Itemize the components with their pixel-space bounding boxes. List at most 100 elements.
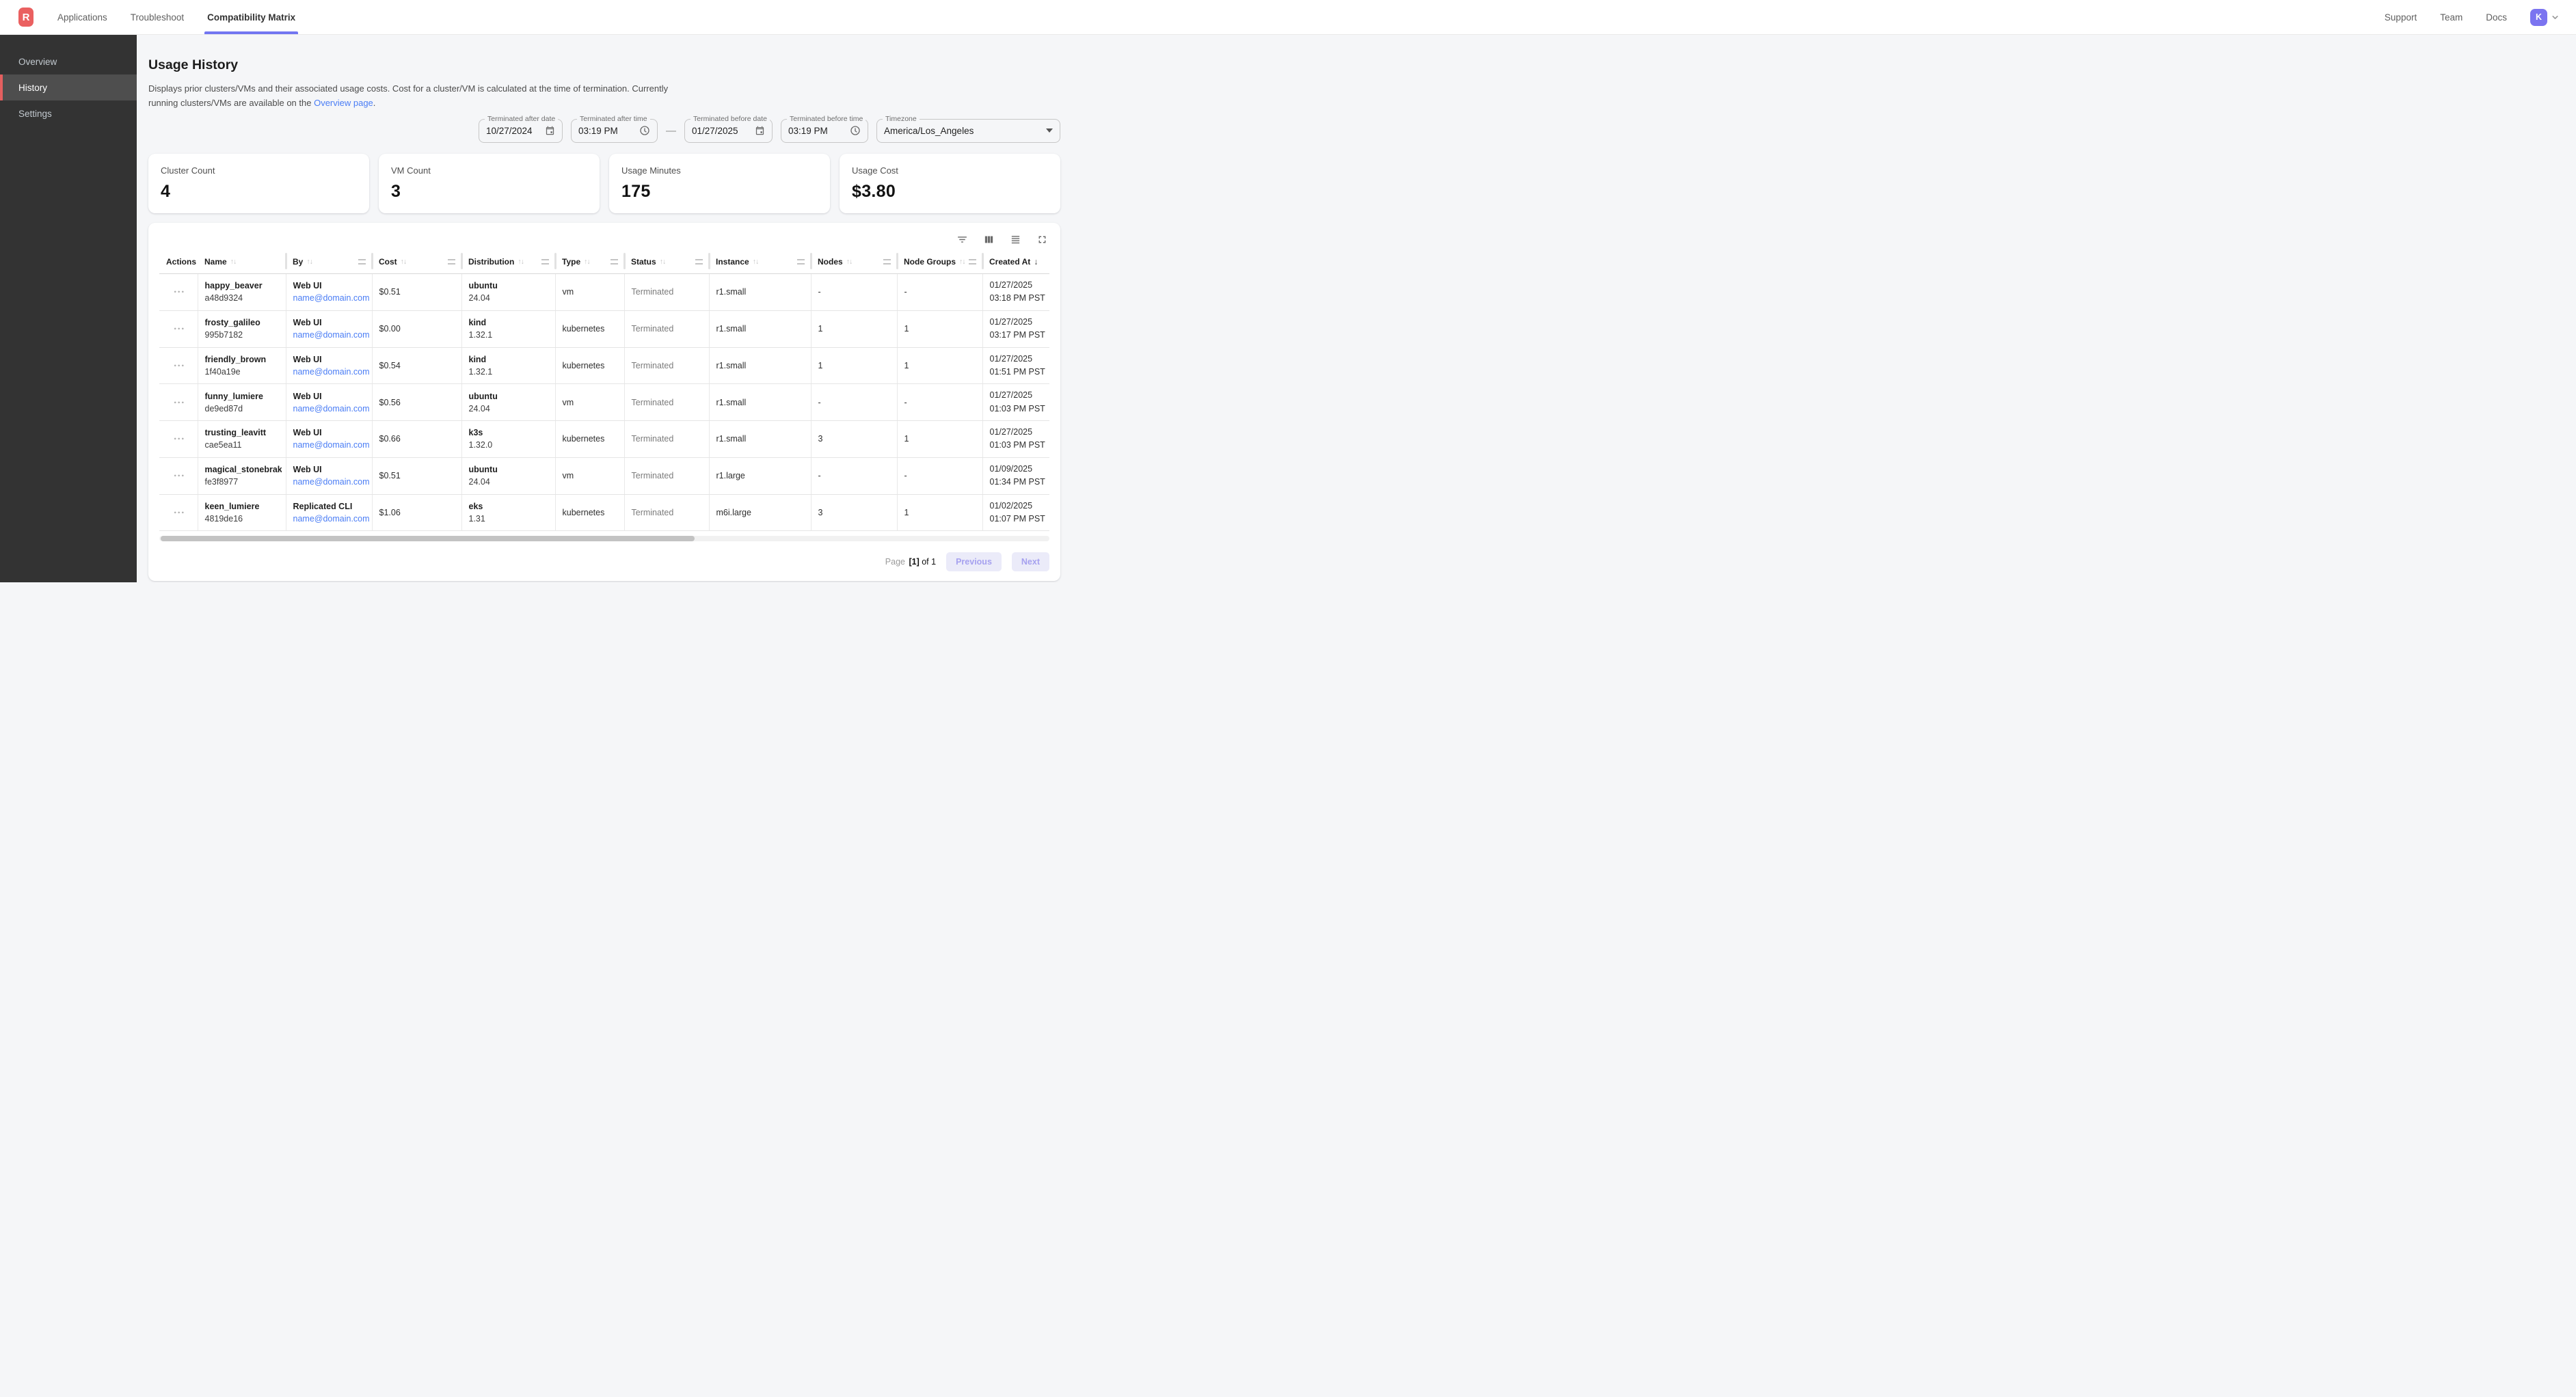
terminated-after-time-field[interactable]: Terminated after time 03:19 PM xyxy=(571,114,658,143)
sidebar-item-overview[interactable]: Overview xyxy=(18,56,57,67)
created-by-email-link[interactable]: name@domain.com xyxy=(293,366,370,377)
row-actions-button[interactable]: ●●● xyxy=(174,290,186,295)
avatar[interactable]: K xyxy=(2530,8,2547,26)
column-header-cost[interactable]: Cost ↑↓ xyxy=(371,250,461,275)
row-actions-button[interactable]: ●●● xyxy=(174,364,186,368)
filter-bar: Terminated after date 10/27/2024 Termina… xyxy=(148,114,1060,143)
user-menu[interactable]: K xyxy=(2530,8,2560,26)
column-menu-icon[interactable] xyxy=(611,259,618,265)
distribution-version: 1.32.1 xyxy=(468,330,493,340)
row-actions-button[interactable]: ●●● xyxy=(174,511,186,515)
column-header-distribution[interactable]: Distribution ↑↓ xyxy=(461,250,555,275)
nodes-value: - xyxy=(818,397,821,407)
cell-name: magical_stonebraker fe3f8977 xyxy=(197,457,286,495)
overview-page-link[interactable]: Overview page xyxy=(314,97,373,108)
cell-status: Terminated xyxy=(623,273,709,311)
row-actions-button[interactable]: ●●● xyxy=(174,327,186,331)
cell-actions: ●●● xyxy=(159,347,198,385)
clock-icon[interactable] xyxy=(639,125,650,136)
calendar-icon[interactable] xyxy=(545,125,555,136)
column-header-name[interactable]: Name ↑↓ xyxy=(198,250,286,275)
row-actions-button[interactable]: ●●● xyxy=(174,437,186,442)
timezone-select[interactable]: Timezone America/Los_Angeles xyxy=(876,114,1060,143)
terminated-before-date-field[interactable]: Terminated before date 01/27/2025 xyxy=(684,114,773,143)
column-menu-icon[interactable] xyxy=(883,259,891,265)
fullscreen-icon[interactable] xyxy=(1036,234,1048,245)
brand-logo[interactable]: R xyxy=(18,8,33,27)
dropdown-arrow-icon[interactable] xyxy=(1046,128,1053,133)
sort-icon[interactable]: ↑↓ xyxy=(584,258,590,267)
column-menu-icon[interactable] xyxy=(541,259,549,265)
column-header-nodes[interactable]: Nodes ↑↓ xyxy=(810,250,897,275)
terminated-before-time-field[interactable]: Terminated before time 03:19 PM xyxy=(781,114,868,143)
column-label: By xyxy=(293,257,304,267)
created-by-email-link[interactable]: name@domain.com xyxy=(293,293,370,303)
cell-name: happy_beaver a48d9324 xyxy=(197,273,286,311)
nav-tab-applications[interactable]: Applications xyxy=(57,12,107,23)
nav-link-docs[interactable]: Docs xyxy=(2486,12,2507,23)
sort-icon[interactable]: ↑↓ xyxy=(518,258,524,267)
distribution-version: 24.04 xyxy=(468,403,490,413)
terminated-after-date-field[interactable]: Terminated after date 10/27/2024 xyxy=(479,114,563,143)
table-toolbar xyxy=(159,230,1049,251)
cluster-id: 1f40a19e xyxy=(204,366,241,377)
chevron-down-icon[interactable] xyxy=(2551,13,2560,22)
column-label: Type xyxy=(562,257,581,267)
sort-icon[interactable]: ↑↓ xyxy=(400,258,407,267)
created-by-email-link[interactable]: name@domain.com xyxy=(293,477,370,487)
columns-icon[interactable] xyxy=(983,234,995,245)
column-header-status[interactable]: Status ↑↓ xyxy=(623,250,709,275)
column-header-created-at[interactable]: Created At ↓ xyxy=(982,250,1049,275)
column-header-by[interactable]: By ↑↓ xyxy=(285,250,372,275)
calendar-icon[interactable] xyxy=(755,125,765,136)
column-menu-icon[interactable] xyxy=(448,259,455,265)
sidebar-item-history[interactable]: History xyxy=(0,74,137,100)
created-by-email-link[interactable]: name@domain.com xyxy=(293,330,370,340)
usage-history-table: Actions Name ↑↓ By ↑↓ Cost ↑↓ Distribution ↑↓ Typ… xyxy=(159,250,1049,532)
nav-link-support[interactable]: Support xyxy=(2384,12,2417,23)
nav-link-team[interactable]: Team xyxy=(2440,12,2463,23)
sort-icon[interactable]: ↑↓ xyxy=(959,258,965,267)
column-header-node-groups[interactable]: Node Groups ↑↓ xyxy=(896,250,982,275)
cell-actions: ●●● xyxy=(159,420,198,458)
horizontal-scrollbar-thumb[interactable] xyxy=(161,536,695,542)
created-by-email-link[interactable]: name@domain.com xyxy=(293,440,370,450)
row-actions-button[interactable]: ●●● xyxy=(174,401,186,405)
status-value: Terminated xyxy=(631,397,674,407)
sort-icon[interactable]: ↑↓ xyxy=(230,258,237,267)
column-menu-icon[interactable] xyxy=(695,259,703,265)
nav-tab-troubleshoot[interactable]: Troubleshoot xyxy=(130,12,185,23)
column-header-type[interactable]: Type ↑↓ xyxy=(554,250,624,275)
node-groups-value: 1 xyxy=(904,434,909,444)
description-text: Displays prior clusters/VMs and their as… xyxy=(148,83,669,108)
sort-icon[interactable]: ↑↓ xyxy=(659,258,666,267)
page-description: Displays prior clusters/VMs and their as… xyxy=(148,82,692,111)
cost-value: $0.51 xyxy=(379,287,401,297)
previous-page-button[interactable]: Previous xyxy=(946,552,1002,572)
column-label: Name xyxy=(204,257,227,267)
cell-status: Terminated xyxy=(623,347,709,385)
nav-tab-compatibility-matrix[interactable]: Compatibility Matrix xyxy=(196,0,307,34)
column-header-actions: Actions xyxy=(159,250,198,275)
sort-desc-icon[interactable]: ↓ xyxy=(1034,257,1038,267)
cell-name: funny_lumiere de9ed87d xyxy=(197,383,286,422)
column-menu-icon[interactable] xyxy=(358,259,366,265)
column-menu-icon[interactable] xyxy=(969,259,976,265)
cluster-id: de9ed87d xyxy=(204,403,243,413)
field-label: Terminated before date xyxy=(690,114,770,123)
density-icon[interactable] xyxy=(1010,234,1021,245)
sort-icon[interactable]: ↑↓ xyxy=(752,258,759,267)
column-header-instance[interactable]: Instance ↑↓ xyxy=(708,250,811,275)
filter-icon[interactable] xyxy=(956,234,968,245)
sort-icon[interactable]: ↑↓ xyxy=(306,258,312,267)
sort-icon[interactable]: ↑↓ xyxy=(846,258,853,267)
column-menu-icon[interactable] xyxy=(797,259,805,265)
next-page-button[interactable]: Next xyxy=(1011,552,1049,572)
created-by-email-link[interactable]: name@domain.com xyxy=(293,403,370,413)
nodes-value: 1 xyxy=(818,324,823,334)
clock-icon[interactable] xyxy=(850,125,861,136)
status-value: Terminated xyxy=(631,360,674,370)
created-by-email-link[interactable]: name@domain.com xyxy=(293,513,370,524)
row-actions-button[interactable]: ●●● xyxy=(174,474,186,478)
sidebar-item-settings[interactable]: Settings xyxy=(18,108,52,119)
